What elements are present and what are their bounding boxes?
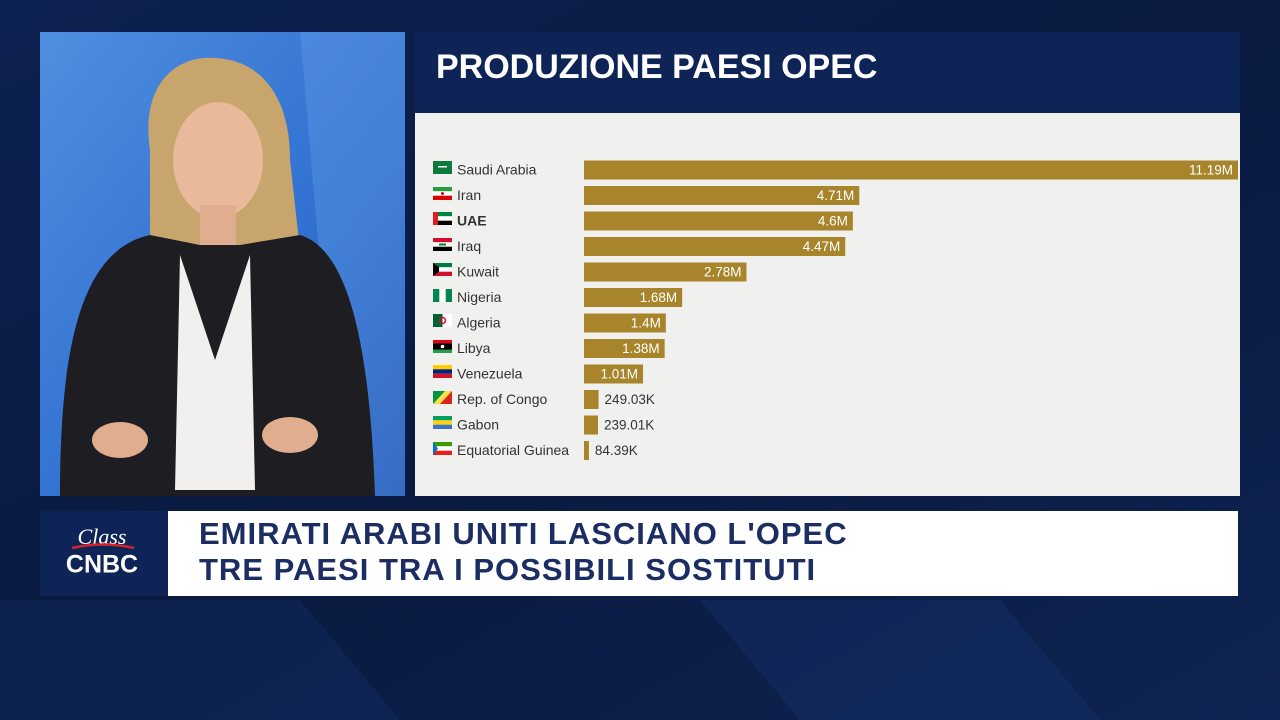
bar (584, 339, 665, 358)
bar (584, 288, 683, 307)
title-bar (415, 32, 1240, 113)
value-label: 4.6M (818, 214, 848, 229)
flag (433, 416, 452, 429)
value-label: 1.68M (640, 290, 678, 305)
bar (584, 441, 589, 460)
category-label: Libya (457, 340, 491, 356)
presenter-video (40, 32, 405, 496)
value-label: 1.4M (631, 316, 661, 331)
value-label: 249.03K (605, 392, 655, 407)
value-label: 11.19M (1189, 163, 1233, 178)
flag (433, 391, 452, 404)
headline: EMIRATI ARABI UNITI LASCIANO L'OPEC (199, 516, 848, 551)
value-label: 2.78M (704, 265, 742, 280)
flag (433, 314, 452, 327)
value-label: 84.39K (595, 443, 638, 458)
category-label: Gabon (457, 417, 499, 433)
category-label: Rep. of Congo (457, 391, 547, 407)
flag (433, 365, 452, 378)
flag (433, 289, 452, 302)
bar (584, 211, 853, 231)
category-label: Saudi Arabia (457, 162, 537, 178)
category-label: Nigeria (457, 289, 502, 305)
bar (584, 160, 1238, 180)
flag (433, 187, 452, 200)
category-label: UAE (457, 213, 487, 229)
value-label: 239.01K (604, 418, 654, 433)
flag (433, 212, 452, 225)
flag (433, 442, 452, 455)
bar (584, 390, 599, 409)
logo-swoosh (71, 543, 135, 550)
category-label: Iran (457, 187, 481, 203)
bar (584, 364, 644, 384)
category-label: Iraq (457, 238, 481, 254)
flag (433, 161, 452, 174)
category-label: Algeria (457, 315, 501, 331)
category-label: Equatorial Guinea (457, 442, 569, 458)
value-label: 4.47M (803, 239, 841, 254)
chart-title: PRODUZIONE PAESI OPEC (436, 48, 877, 86)
bar (584, 313, 666, 333)
logo-box (40, 511, 168, 596)
category-label: Kuwait (457, 264, 499, 280)
flags (433, 161, 452, 455)
value-label: 1.38M (622, 341, 660, 356)
bar (584, 415, 598, 435)
category-label: Venezuela (457, 366, 523, 382)
value-label: 4.71M (817, 188, 855, 203)
bg-shape (700, 600, 1100, 720)
headline: TRE PAESI TRA I POSSIBILI SOSTITUTI (199, 552, 816, 587)
bar (584, 262, 747, 282)
value-label: 1.01M (600, 367, 638, 382)
flag (433, 340, 452, 353)
flag (433, 263, 452, 276)
flag (433, 238, 452, 251)
headline-box (168, 511, 1238, 596)
bg-shape (0, 600, 400, 720)
bar (584, 186, 860, 205)
bar (584, 237, 846, 256)
logo-cnbc: CNBC (66, 551, 138, 579)
